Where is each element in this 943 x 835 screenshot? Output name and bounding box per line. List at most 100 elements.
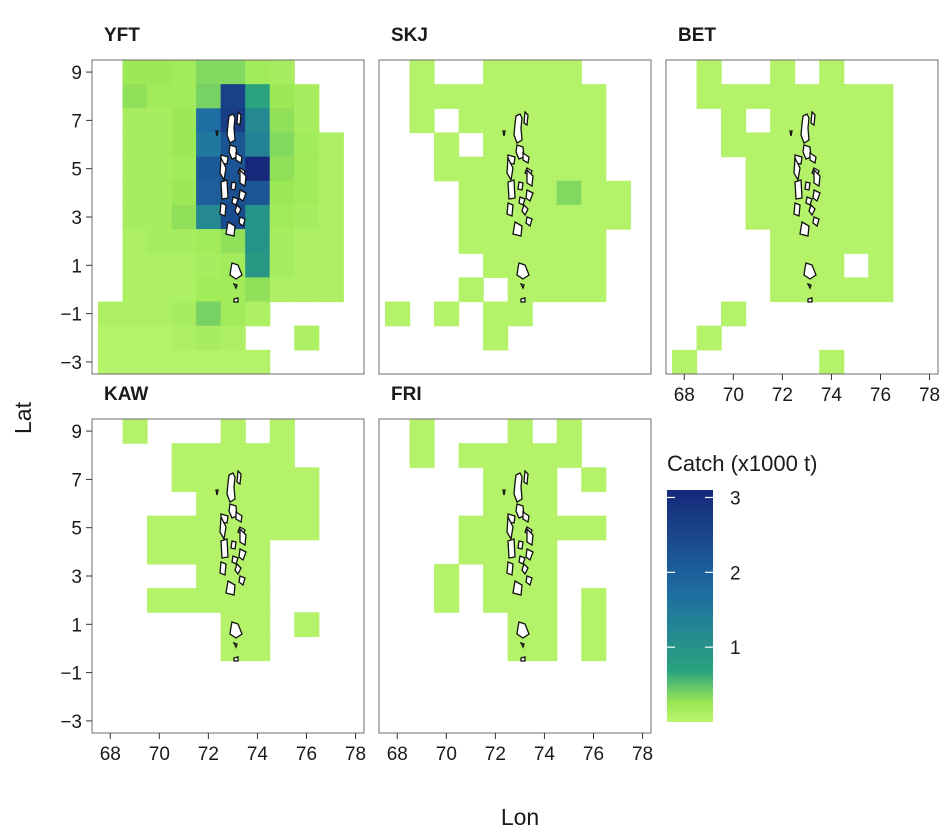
heat-cell [556,253,582,278]
heat-cell [269,108,295,134]
heat-cell [532,539,558,565]
x-tick-label: 70 [149,744,170,765]
x-tick-label: 72 [198,744,219,765]
heat-cell [581,108,607,134]
heat-cell [868,180,894,206]
heat-cell [581,277,607,303]
heat-cell [770,156,796,182]
heat-cell [507,636,533,662]
heat-cell [409,84,435,109]
heat-cell [147,539,173,565]
heat-cell [196,204,222,230]
heat-cell [122,204,148,230]
heat-cell [245,636,271,662]
heat-cell [171,156,197,182]
heat-cell [269,60,295,85]
heat-cell [196,467,222,493]
heat-cell [171,325,197,351]
heat-cell [434,156,460,182]
heat-cell [605,204,631,230]
heat-cell [196,539,222,565]
heat-cell [672,349,698,375]
x-tick-label: 74 [247,744,269,765]
heat-cell [819,229,845,254]
heat-cell [745,204,771,230]
heat-cell [122,253,148,278]
heat-cell [171,467,197,493]
heat-cell [868,84,894,109]
heat-cell [868,204,894,230]
panel-title: FRI [391,384,422,405]
heat-cell [147,84,173,109]
heat-cell [770,204,796,230]
heat-cell [245,563,271,589]
heat-cell [220,60,246,85]
heat-cell [843,180,869,206]
heat-cell [171,301,197,327]
heat-cell [196,588,222,613]
heat-cell [458,108,484,134]
heat-cell [458,515,484,541]
heat-cells [122,419,320,662]
heat-cell [868,253,894,278]
heat-cell [532,515,558,541]
heat-cell [294,515,320,541]
heat-cell [696,84,722,109]
heat-cell [556,60,582,85]
heat-cell [409,419,435,444]
heat-cell [770,108,796,134]
panel-title: KAW [104,384,148,405]
heat-cell [294,132,320,158]
heat-cell [171,180,197,206]
heat-cell [507,277,533,303]
heat-cell [294,612,320,637]
heat-cell [409,60,435,85]
heat-cell [269,132,295,158]
heat-cell [507,443,533,468]
heat-cell [483,563,509,589]
heat-cell [122,325,148,351]
heat-cell [507,301,533,327]
heat-cell [770,132,796,158]
x-tick-label: 68 [387,744,408,765]
heat-cell [581,515,607,541]
heat-cell [269,253,295,278]
heat-cell [318,132,344,158]
panel-title: YFT [104,25,140,46]
heat-cell [245,132,271,158]
heat-cell [269,467,295,493]
heat-cell [147,253,173,278]
heat-cell [245,491,271,517]
heat-cell [318,156,344,182]
heat-cell [171,84,197,109]
heat-cell [122,84,148,109]
panel-frame [378,59,652,375]
heat-cell [458,204,484,230]
heat-cell [556,204,582,230]
heat-cell [269,180,295,206]
heat-cell [196,132,222,158]
heat-cell [171,253,197,278]
heat-cell [532,467,558,493]
heat-cell [581,253,607,278]
heat-cell [171,349,197,375]
heat-cells [409,419,607,662]
heat-cell [147,180,173,206]
heat-cell [819,84,845,109]
heat-cell [819,277,845,303]
heat-cell [122,60,148,85]
heat-cell [269,204,295,230]
heat-cell [196,277,222,303]
heat-cell [147,156,173,182]
heat-cell [819,204,845,230]
x-tick-label: 78 [919,385,940,406]
heat-cell [721,84,747,109]
heat-cell [868,156,894,182]
heat-cell [843,277,869,303]
heat-cell [532,443,558,468]
y-tick-label: 9 [71,63,82,84]
heat-cell [581,612,607,637]
heat-cell [721,132,747,158]
heat-cell [868,229,894,254]
heat-cell [245,253,271,278]
